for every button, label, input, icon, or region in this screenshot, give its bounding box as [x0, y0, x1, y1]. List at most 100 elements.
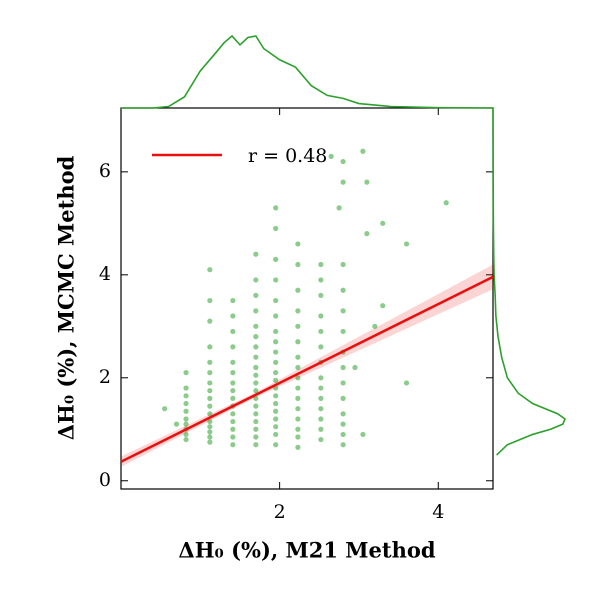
x-tick-label: 2	[274, 501, 286, 523]
point	[207, 439, 213, 445]
point	[273, 377, 279, 383]
point	[273, 339, 279, 345]
point	[273, 442, 279, 448]
point	[443, 200, 449, 206]
point	[273, 205, 279, 211]
point	[295, 375, 301, 381]
point	[253, 323, 259, 329]
point	[273, 424, 279, 430]
point	[318, 436, 324, 443]
point	[230, 411, 236, 417]
point	[183, 436, 189, 443]
point	[273, 416, 279, 422]
point	[295, 395, 301, 401]
point	[207, 359, 213, 365]
point	[183, 416, 189, 422]
point	[403, 380, 410, 386]
point	[295, 364, 301, 371]
point	[230, 426, 236, 432]
point	[230, 380, 236, 386]
marginal-x-density	[121, 34, 494, 109]
point	[295, 287, 301, 293]
point	[230, 328, 236, 335]
point	[295, 416, 301, 422]
point	[295, 406, 301, 412]
point	[273, 277, 279, 283]
point	[207, 344, 213, 350]
y-axis-label: ΔH₀ (%), MCMC Method	[54, 155, 79, 440]
point	[207, 418, 213, 425]
point	[183, 400, 189, 407]
point	[273, 359, 279, 365]
point	[380, 303, 386, 309]
point	[295, 323, 301, 329]
point	[207, 424, 213, 430]
point	[230, 313, 236, 319]
point	[183, 385, 189, 391]
point	[340, 364, 346, 371]
point	[253, 395, 259, 401]
point	[230, 434, 236, 440]
point	[340, 308, 346, 314]
point	[253, 403, 259, 409]
point	[230, 344, 236, 350]
point	[318, 261, 324, 268]
point	[318, 328, 324, 335]
point	[340, 431, 346, 438]
point	[207, 411, 213, 417]
point	[340, 442, 346, 448]
point	[273, 349, 279, 355]
point	[253, 308, 259, 314]
point	[230, 418, 236, 425]
point	[340, 328, 346, 335]
point	[273, 225, 279, 232]
legend-label: r = 0.48	[248, 145, 327, 167]
point	[253, 364, 259, 371]
point	[230, 370, 236, 376]
point	[364, 179, 370, 185]
point	[253, 411, 259, 417]
y-tick-label: 0	[99, 469, 111, 491]
axes-frame	[120, 107, 494, 490]
point	[340, 380, 346, 386]
point	[162, 406, 168, 412]
point	[336, 205, 342, 211]
point	[253, 372, 259, 378]
point	[273, 431, 279, 438]
y-tick-label: 2	[99, 366, 111, 388]
point	[207, 380, 213, 386]
point	[253, 442, 259, 448]
point	[318, 406, 324, 412]
point	[318, 375, 324, 381]
point	[360, 431, 366, 438]
point	[207, 370, 213, 376]
point	[318, 385, 324, 391]
point	[230, 297, 236, 304]
point	[183, 408, 189, 414]
point	[230, 395, 236, 401]
point	[403, 241, 410, 247]
point	[352, 364, 358, 371]
point	[253, 434, 259, 440]
point	[273, 328, 279, 335]
point	[364, 231, 370, 237]
point	[183, 431, 189, 438]
point	[207, 318, 213, 324]
point	[295, 434, 301, 440]
point	[318, 277, 324, 283]
point	[340, 179, 346, 185]
point	[340, 287, 346, 293]
point	[207, 388, 213, 394]
y-tick-label: 4	[99, 263, 111, 285]
point	[207, 297, 213, 304]
point	[173, 421, 180, 427]
point	[295, 261, 301, 268]
point	[273, 400, 279, 407]
point	[253, 251, 259, 257]
point	[253, 277, 259, 283]
marginal-y-density	[492, 107, 566, 456]
point	[230, 442, 236, 448]
point	[273, 297, 279, 304]
point	[318, 416, 324, 422]
